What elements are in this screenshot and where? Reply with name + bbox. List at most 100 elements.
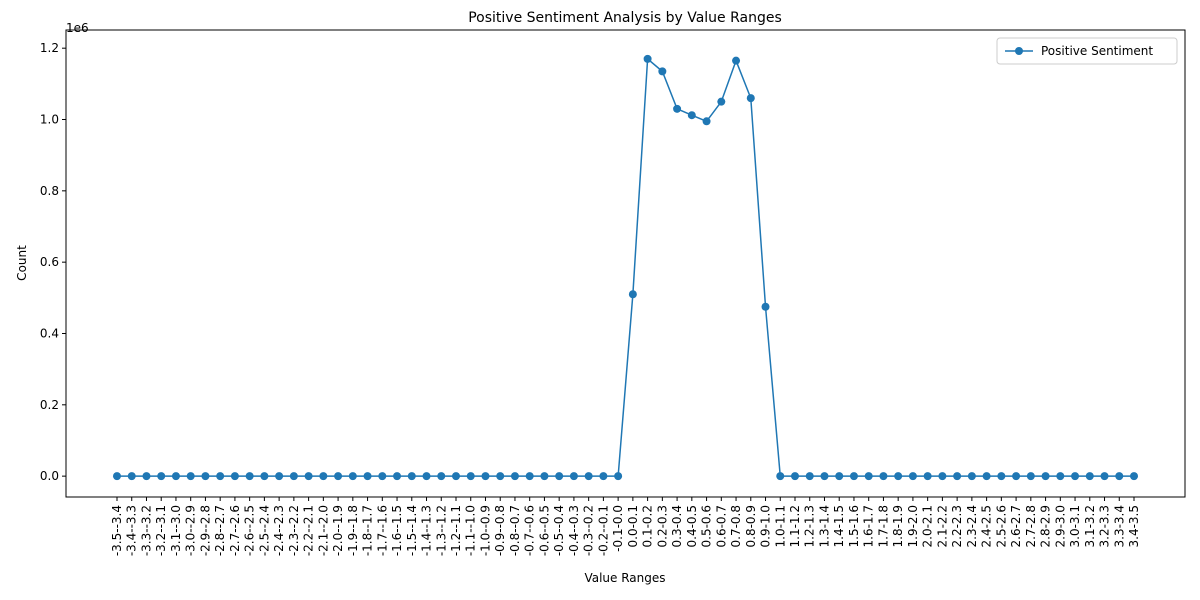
point bbox=[289, 472, 298, 481]
point bbox=[761, 302, 770, 311]
x-tick-label: 2.1-2.2 bbox=[935, 505, 949, 548]
legend-label: Positive Sentiment bbox=[1041, 44, 1153, 58]
point bbox=[363, 472, 372, 481]
point bbox=[879, 472, 888, 481]
point bbox=[791, 472, 800, 481]
point bbox=[997, 472, 1006, 481]
x-tick-label: 1.6-1.7 bbox=[862, 505, 876, 548]
x-tick-label: 2.5-2.6 bbox=[994, 505, 1008, 548]
x-tick-label: 2.0-2.1 bbox=[921, 505, 935, 548]
point bbox=[555, 472, 564, 481]
point bbox=[466, 472, 475, 481]
point bbox=[422, 472, 431, 481]
x-tick-label: -1.2--1.1 bbox=[449, 505, 463, 556]
x-tick-label: -3.1--3.0 bbox=[169, 505, 183, 556]
point bbox=[319, 472, 328, 481]
x-tick-label: 2.4-2.5 bbox=[980, 505, 994, 548]
point bbox=[1100, 472, 1109, 481]
point bbox=[643, 54, 652, 63]
point bbox=[938, 472, 947, 481]
point bbox=[510, 472, 519, 481]
x-tick-label: 2.7-2.8 bbox=[1024, 505, 1038, 548]
x-tick-label: -0.8--0.7 bbox=[508, 505, 522, 556]
y-offset-label: 1e6 bbox=[66, 21, 89, 35]
x-tick-label: 2.6-2.7 bbox=[1009, 505, 1023, 548]
point bbox=[982, 472, 991, 481]
point bbox=[230, 472, 239, 481]
x-tick-label: 0.1-0.2 bbox=[641, 505, 655, 548]
point bbox=[923, 472, 932, 481]
point bbox=[746, 94, 755, 103]
x-tick-label: -0.2--0.1 bbox=[596, 505, 610, 556]
y-tick-label: 1.0 bbox=[40, 113, 59, 127]
point bbox=[864, 472, 873, 481]
point bbox=[953, 472, 962, 481]
x-tick-label: 2.2-2.3 bbox=[950, 505, 964, 548]
x-tick-label: -2.5--2.4 bbox=[257, 505, 271, 556]
x-tick-label: -1.5--1.4 bbox=[405, 505, 419, 556]
x-tick-label: -3.0--2.9 bbox=[184, 505, 198, 556]
point bbox=[820, 472, 829, 481]
y-tick-label: 0.0 bbox=[40, 469, 59, 483]
point bbox=[142, 472, 151, 481]
chart-title: Positive Sentiment Analysis by Value Ran… bbox=[468, 10, 782, 26]
x-tick-label: 1.7-1.8 bbox=[876, 505, 890, 548]
point bbox=[451, 472, 460, 481]
point bbox=[628, 290, 637, 299]
point bbox=[437, 472, 446, 481]
x-tick-label: -0.6--0.5 bbox=[537, 505, 551, 556]
point bbox=[1071, 472, 1080, 481]
y-tick-label: 0.8 bbox=[40, 184, 59, 198]
point bbox=[849, 472, 858, 481]
x-tick-label: 1.2-1.3 bbox=[803, 505, 817, 548]
x-tick-label: 0.0-0.1 bbox=[626, 505, 640, 548]
x-tick-label: -3.4--3.3 bbox=[125, 505, 139, 556]
x-tick-label: 3.3-3.4 bbox=[1112, 505, 1126, 548]
x-tick-label: 2.9-3.0 bbox=[1053, 505, 1067, 548]
x-tick-label: 1.0-1.1 bbox=[773, 505, 787, 548]
point bbox=[201, 472, 210, 481]
x-tick-label: 1.4-1.5 bbox=[832, 505, 846, 548]
x-tick-label: 3.2-3.3 bbox=[1098, 505, 1112, 548]
x-tick-label: -1.4--1.3 bbox=[420, 505, 434, 556]
point bbox=[1026, 472, 1035, 481]
x-tick-label: 0.8-0.9 bbox=[744, 505, 758, 548]
x-tick-label: 0.7-0.8 bbox=[729, 505, 743, 548]
x-tick-label: -0.5--0.4 bbox=[552, 505, 566, 556]
x-tick-label: 2.3-2.4 bbox=[965, 505, 979, 548]
point bbox=[304, 472, 313, 481]
point bbox=[393, 472, 402, 481]
x-tick-label: -2.8--2.7 bbox=[213, 505, 227, 556]
point bbox=[805, 472, 814, 481]
point bbox=[687, 111, 696, 120]
point bbox=[732, 56, 741, 65]
series-line bbox=[116, 57, 1134, 477]
point bbox=[245, 472, 254, 481]
y-tick-label: 0.2 bbox=[40, 398, 59, 412]
point bbox=[908, 472, 917, 481]
point bbox=[540, 472, 549, 481]
plot-frame bbox=[65, 29, 1186, 498]
x-tick-label: -1.8--1.7 bbox=[361, 505, 375, 556]
x-tick-label: 2.8-2.9 bbox=[1039, 505, 1053, 548]
x-tick-label: -1.7--1.6 bbox=[375, 505, 389, 556]
point bbox=[835, 472, 844, 481]
x-tick-label: -2.7--2.6 bbox=[228, 505, 242, 556]
x-tick-label: -2.6--2.5 bbox=[243, 505, 257, 556]
x-tick-label: -2.0--1.9 bbox=[331, 505, 345, 556]
y-tick-label: 1.2 bbox=[40, 41, 59, 55]
x-tick-label: -0.7--0.6 bbox=[523, 505, 537, 556]
point bbox=[186, 472, 195, 481]
x-tick-label: -0.4--0.3 bbox=[567, 505, 581, 556]
point bbox=[334, 472, 343, 481]
point bbox=[776, 472, 785, 481]
point bbox=[407, 472, 416, 481]
x-tick-label: 0.2-0.3 bbox=[655, 505, 669, 548]
point bbox=[112, 472, 121, 481]
point bbox=[157, 472, 166, 481]
x-tick-label: 3.4-3.5 bbox=[1127, 505, 1141, 548]
x-tick-label: -0.3--0.2 bbox=[582, 505, 596, 556]
point bbox=[894, 472, 903, 481]
